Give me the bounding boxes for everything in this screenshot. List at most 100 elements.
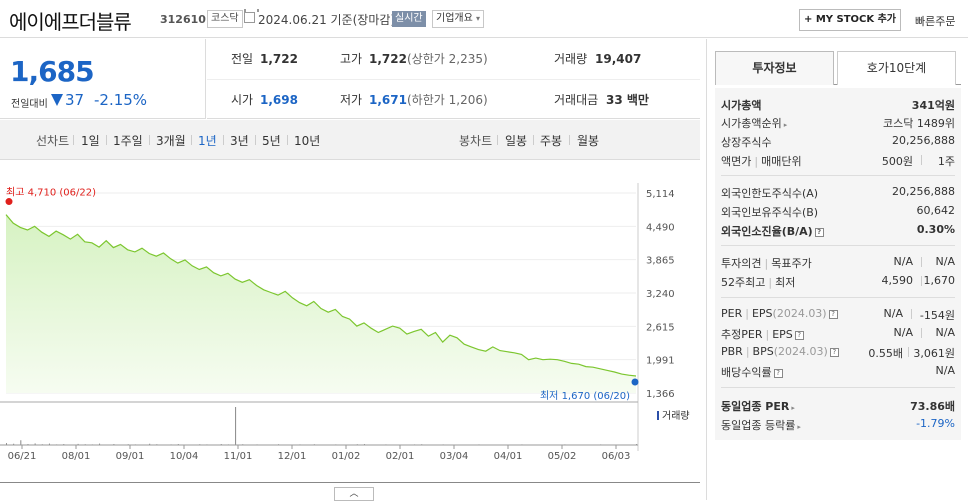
foreign-limit-label: 외국인한도주식수(A) <box>721 185 818 201</box>
sector-change-text: 동일업종 등락률 <box>721 419 795 432</box>
foreign-hold-label: 외국인보유주식수(B) <box>721 204 818 220</box>
unit-label: 매매단위 <box>761 155 801 168</box>
stock-name: 에이에프더블류 <box>9 6 131 35</box>
tab-3y[interactable]: 3년 <box>230 132 249 149</box>
tab-orderbook[interactable]: 호가10단계 <box>837 51 956 85</box>
tab-daily[interactable]: 일봉 <box>505 132 527 149</box>
divider <box>721 245 955 246</box>
rank-label: 시가총액순위 <box>721 117 782 130</box>
target-label: 목표주가 <box>771 257 811 270</box>
tab-monthly[interactable]: 월봉 <box>577 132 599 149</box>
bps-value: 3,061원 <box>913 345 955 361</box>
est-per-row: 추정PER|EPS? N/A N/A <box>721 323 955 342</box>
opinion-target-label: 투자의견|목표주가 <box>721 255 812 271</box>
trade-unit-value: 1주 <box>938 153 955 169</box>
high-value: 1,722 <box>369 39 407 79</box>
tab-10y[interactable]: 10년 <box>294 132 320 149</box>
w52-high-label: 52주최고 <box>721 276 765 289</box>
price-summary: 전일 1,722 고가 1,722 (상한가 2,235) 거래량 19,407… <box>207 39 700 119</box>
x-tick-label: 05/02 <box>548 451 577 462</box>
pbr-row: PBR|BPS(2024.03)? 0.55배 3,061원 <box>721 342 955 361</box>
x-tick-label: 04/01 <box>494 451 523 462</box>
low-label: 저가 <box>340 80 362 120</box>
calendar-icon <box>244 12 255 23</box>
help-icon[interactable]: ? <box>774 369 783 378</box>
tab-investment-info[interactable]: 투자정보 <box>715 51 834 85</box>
shares-row: 상장주식수 20,256,888 <box>721 131 955 150</box>
x-tick-label: 06/21 <box>8 451 37 462</box>
dividend-row: 배당수익률? N/A <box>721 361 955 380</box>
w52-high-value: 4,590 <box>882 274 914 287</box>
candle-chart-label: 봉차트 <box>459 132 492 149</box>
investment-info-panel: 시가총액 341억원 시가총액순위▸ 코스닥 1489위 상장주식수 20,25… <box>715 88 961 440</box>
x-tick-label: 03/04 <box>440 451 469 462</box>
change-label: 전일대비 <box>11 95 48 110</box>
sidebar-tabs: 투자정보 호가10단계 <box>715 51 961 85</box>
realtime-button[interactable]: 실시간 <box>392 11 426 27</box>
dividend-label: 배당수익률? <box>721 364 783 380</box>
market-cap-rank-row[interactable]: 시가총액순위▸ 코스닥 1489위 <box>721 112 955 131</box>
foreign-hold-row: 외국인보유주식수(B) 60,642 <box>721 201 955 220</box>
line-chart-label: 선차트 <box>36 132 69 149</box>
x-tick-label: 01/02 <box>332 451 361 462</box>
y-tick-label: 2,615 <box>646 322 675 333</box>
current-price: 1,685 <box>10 55 94 88</box>
high-label: 고가 <box>340 39 362 79</box>
x-tick-label: 12/01 <box>278 451 307 462</box>
bps-label: BPS <box>753 345 774 358</box>
collapse-chart-button[interactable]: ︿ <box>334 487 374 501</box>
tab-5y[interactable]: 5년 <box>262 132 281 149</box>
chevron-right-icon: ▸ <box>797 423 801 431</box>
foreign-limit-value: 20,256,888 <box>892 185 955 198</box>
reference-date: 2024.06.21 기준(장마감) <box>258 11 395 28</box>
quick-order-link[interactable]: 빠른주문 <box>915 13 955 29</box>
opinion-row: 투자의견|목표주가 N/A N/A <box>721 252 955 271</box>
tab-1y[interactable]: 1년 <box>198 132 217 149</box>
eps-value: -154원 <box>920 307 955 323</box>
market-cap-row: 시가총액 341억원 <box>721 94 955 113</box>
tab-weekly[interactable]: 주봉 <box>540 132 562 149</box>
pbr-period: (2024.03) <box>774 345 828 358</box>
change-value: 37 <box>65 91 84 109</box>
tab-1d[interactable]: 1일 <box>81 132 100 149</box>
divider <box>921 276 922 286</box>
help-icon[interactable]: ? <box>830 348 839 357</box>
w52-label: 52주최고|최저 <box>721 274 795 290</box>
market-cap-rank-label: 시가총액순위▸ <box>721 115 787 131</box>
volume-value: 19,407 <box>595 39 641 79</box>
divider <box>911 309 912 319</box>
add-mystock-button[interactable]: + MY STOCK 추가 <box>799 9 901 31</box>
foreign-ratio-value: 0.30% <box>917 223 955 236</box>
divider <box>569 135 570 145</box>
tab-1w[interactable]: 1주일 <box>113 132 143 149</box>
open-value: 1,698 <box>260 80 298 120</box>
divider <box>721 387 955 388</box>
x-tick-label: 10/04 <box>170 451 199 462</box>
company-info-dropdown[interactable]: 기업개요 ▾ <box>432 10 484 28</box>
y-tick-label: 3,865 <box>646 256 675 267</box>
divider <box>497 135 498 145</box>
help-icon[interactable]: ? <box>815 228 824 237</box>
help-icon[interactable]: ? <box>795 331 804 340</box>
divider: | <box>764 257 768 270</box>
divider <box>721 175 955 176</box>
sector-per-row[interactable]: 동일업종 PER▸ 73.86배 <box>721 395 955 414</box>
x-tick-label: 02/01 <box>386 451 415 462</box>
help-icon[interactable]: ? <box>829 310 838 319</box>
market-badge: 코스닥 <box>207 10 243 28</box>
opinion-label: 투자의견 <box>721 257 761 270</box>
min-price-label: 최저 1,670 (06/20) <box>540 390 630 402</box>
price-area <box>6 215 636 393</box>
divider <box>921 155 922 165</box>
sector-change-row[interactable]: 동일업종 등락률▸ -1.79% <box>721 414 955 433</box>
divider <box>191 135 192 145</box>
face-value: 500원 <box>882 153 913 169</box>
per-eps-label: PER|EPS(2024.03)? <box>721 307 838 320</box>
stock-header: 에이에프더블류 312610 코스닥 2024.06.21 기준(장마감) 실시… <box>0 0 968 38</box>
chevron-down-icon: ▾ <box>476 14 480 23</box>
tab-3m[interactable]: 3개월 <box>156 132 186 149</box>
divider <box>721 297 955 298</box>
pbr-label: PBR <box>721 345 743 358</box>
sector-per-label: 동일업종 PER▸ <box>721 398 795 414</box>
